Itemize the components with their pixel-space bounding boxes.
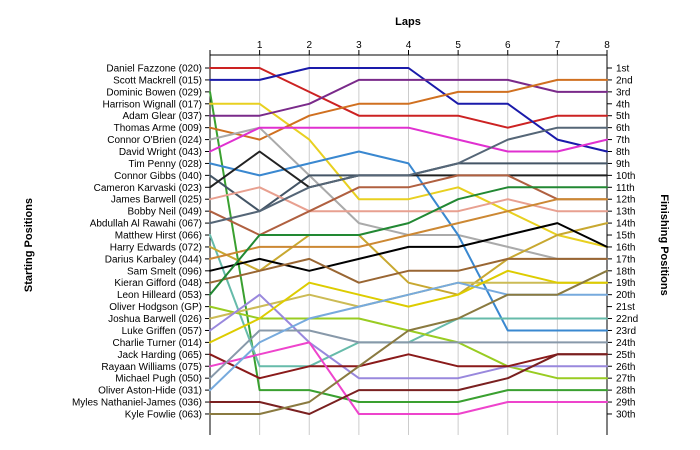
y-left-axis-title: Starting Positions — [23, 198, 35, 292]
starting-position-label: Daniel Fazzone (020) — [106, 64, 202, 75]
starting-position-label: Matthew Hirst (066) — [115, 231, 202, 242]
finishing-position-label: 29th — [616, 398, 635, 409]
starting-position-label: Sam Smelt (096) — [127, 266, 202, 277]
finishing-position-label: 16th — [616, 242, 635, 253]
starting-position-label: Cameron Karvaski (023) — [94, 183, 202, 194]
finishing-position-label: 19th — [616, 278, 635, 289]
starting-position-label: Abdullah Al Rawahi (067) — [90, 219, 202, 230]
x-tick-label: 4 — [406, 40, 412, 51]
starting-position-label: Dominic Bowen (029) — [106, 87, 202, 98]
series-line — [209, 269, 608, 344]
finishing-position-label: 6th — [616, 123, 630, 134]
x-tick-label: 8 — [604, 40, 610, 51]
x-tick-label: 3 — [356, 40, 362, 51]
series-line — [209, 78, 608, 141]
finishing-position-label: 28th — [616, 386, 635, 397]
finishing-position-label: 30th — [616, 409, 635, 420]
x-tick-label: 7 — [555, 40, 561, 51]
finishing-position-label: 11th — [616, 183, 635, 194]
series-line — [209, 126, 608, 225]
series-line — [209, 198, 608, 260]
finishing-position-label: 7th — [616, 135, 630, 146]
starting-position-label: Scott Mackrell (015) — [113, 75, 202, 86]
starting-position-label: Kieran Gifford (048) — [114, 278, 202, 289]
finishing-position-label: 25th — [616, 350, 635, 361]
finishing-position-label: 5th — [616, 111, 630, 122]
series-line — [209, 67, 608, 153]
starting-position-label: Harrison Wignall (017) — [103, 99, 202, 110]
finishing-position-label: 15th — [616, 231, 635, 242]
starting-position-label: Luke Griffen (057) — [122, 326, 202, 337]
starting-position-label: Jack Harding (065) — [118, 350, 202, 361]
finishing-position-label: 27th — [616, 374, 635, 385]
starting-position-label: James Barwell (025) — [111, 195, 202, 206]
y-right-axis-title: Finishing Positions — [658, 194, 670, 295]
finishing-position-label: 13th — [616, 207, 635, 218]
starting-position-label: Kyle Fowlie (063) — [125, 409, 202, 420]
starting-position-label: Myles Nathaniel-James (036) — [72, 398, 202, 409]
series-line — [209, 353, 608, 380]
series-line — [209, 222, 608, 272]
finishing-position-label: 12th — [616, 195, 635, 206]
x-tick-label: 2 — [306, 40, 312, 51]
finishing-position-label: 21st — [616, 302, 635, 313]
series-line — [209, 269, 608, 415]
finishing-position-label: 1st — [616, 64, 630, 75]
finishing-position-label: 8th — [616, 147, 630, 158]
starting-position-label: Connor O'Brien (024) — [107, 135, 202, 146]
series-line — [209, 341, 608, 415]
starting-position-labels: Daniel Fazzone (020)Scott Mackrell (015)… — [72, 64, 202, 421]
series-line — [209, 186, 608, 296]
series-line — [209, 293, 608, 380]
series-line — [209, 90, 608, 403]
starting-position-label: Darius Karbaley (044) — [105, 254, 202, 265]
series-line — [209, 78, 608, 117]
finishing-position-label: 17th — [616, 254, 635, 265]
finishing-position-label: 22nd — [616, 314, 638, 325]
finishing-position-label: 23rd — [616, 326, 636, 337]
finishing-position-label: 18th — [616, 266, 635, 277]
starting-position-label: Michael Pugh (050) — [115, 374, 202, 385]
finishing-position-label: 24th — [616, 338, 635, 349]
starting-position-label: David Wright (043) — [119, 147, 202, 158]
starting-position-label: Harry Edwards (072) — [110, 242, 202, 253]
series-line — [209, 353, 608, 415]
finishing-position-label: 4th — [616, 99, 630, 110]
starting-position-label: Thomas Arme (009) — [114, 123, 202, 134]
starting-position-label: Connor Gibbs (040) — [114, 171, 202, 182]
finishing-position-label: 2nd — [616, 75, 633, 86]
finishing-position-label: 3rd — [616, 87, 630, 98]
starting-position-label: Leon Hilleard (053) — [117, 290, 202, 301]
series-line — [209, 150, 608, 332]
starting-position-label: Bobby Neil (049) — [128, 207, 202, 218]
x-tick-label: 6 — [505, 40, 511, 51]
starting-position-label: Oliver Aston-Hide (031) — [98, 386, 202, 397]
x-tick-label: 5 — [455, 40, 461, 51]
finishing-position-label: 9th — [616, 159, 630, 170]
grid-lines — [259, 55, 608, 435]
finishing-position-label: 10th — [616, 171, 635, 182]
starting-position-label: Charlie Turner (014) — [113, 338, 202, 349]
series-line — [209, 174, 608, 236]
starting-position-label: Joshua Barwell (026) — [108, 314, 202, 325]
starting-position-label: Rayaan Williams (075) — [101, 362, 202, 373]
finishing-position-label: 26th — [616, 362, 635, 373]
finishing-position-label: 20th — [616, 290, 635, 301]
finishing-position-labels: 1st2nd3rd4th5th6th7th8th9th10th11th12th1… — [616, 64, 638, 421]
series-line — [209, 186, 608, 213]
x-tick-labels: 1 2 3 4 5 6 7 8 — [257, 40, 610, 51]
series-line — [209, 222, 608, 296]
series-line — [209, 329, 608, 380]
x-axis-title: Laps — [395, 16, 421, 28]
starting-position-label: Oliver Hodgson (GP) — [109, 302, 202, 313]
series-line — [209, 126, 608, 153]
x-tick-label: 1 — [257, 40, 263, 51]
finishing-position-label: 14th — [616, 219, 635, 230]
starting-position-label: Adam Glear (037) — [123, 111, 202, 122]
series-line — [209, 257, 608, 284]
starting-position-label: Tim Penny (028) — [128, 159, 202, 170]
series-lines — [209, 67, 608, 415]
